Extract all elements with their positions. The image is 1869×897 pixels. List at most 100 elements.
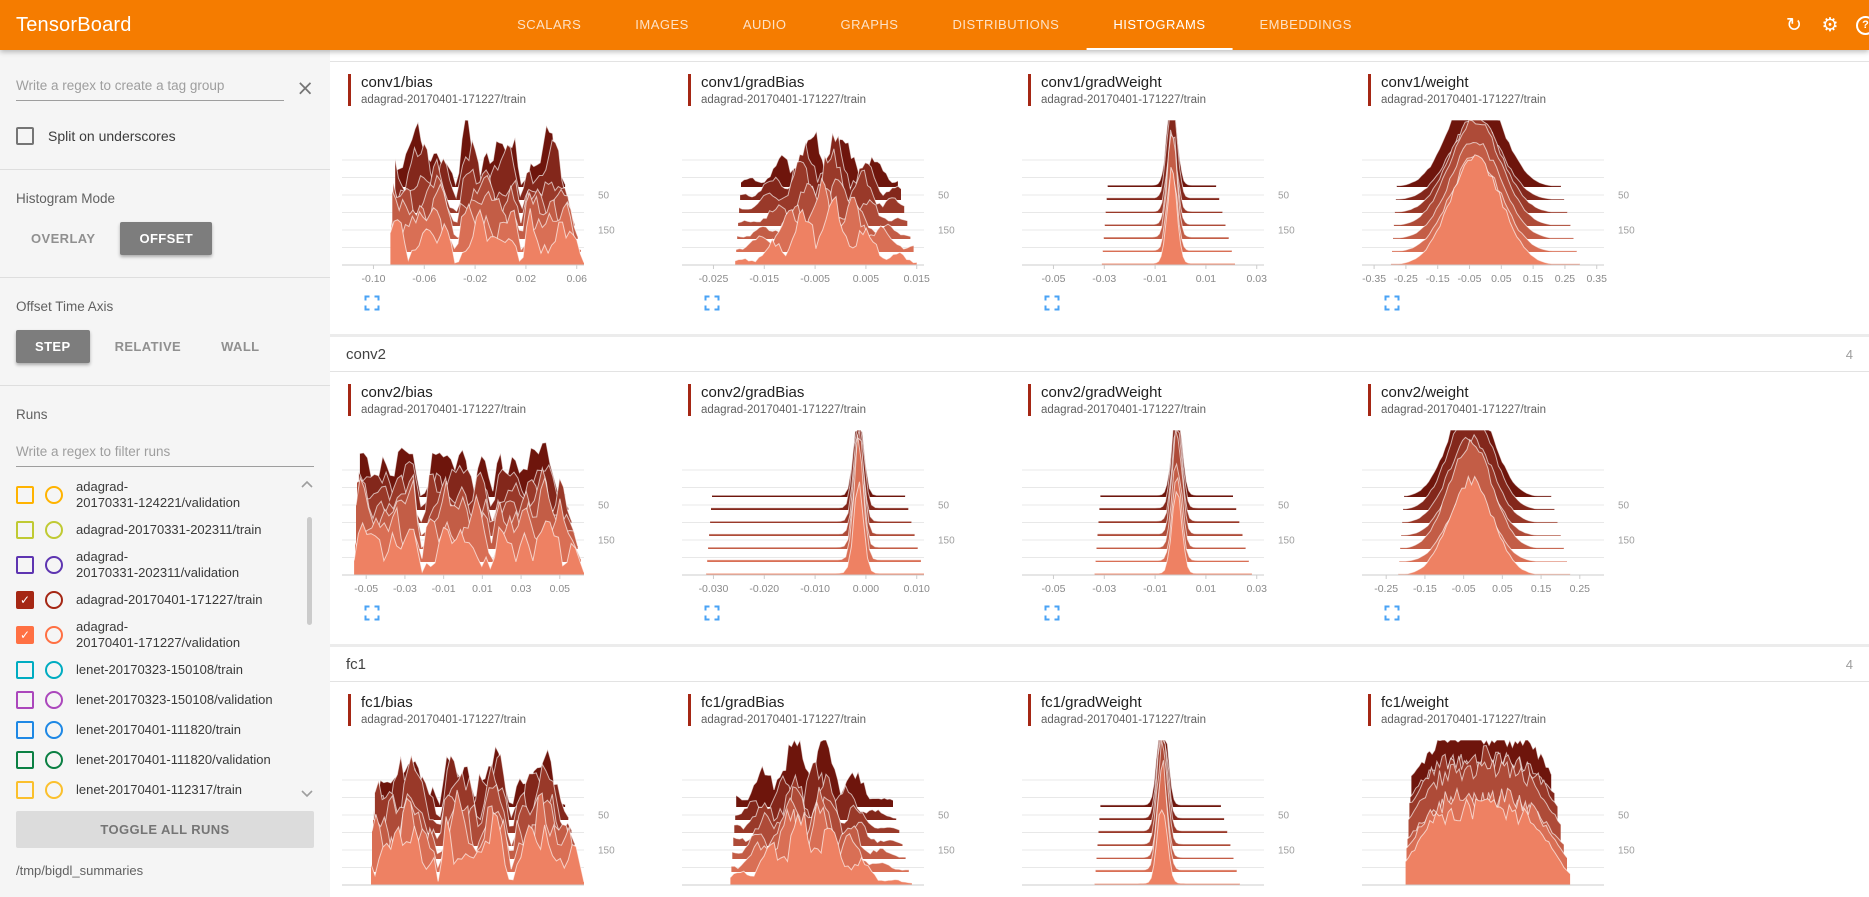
tab-embeddings[interactable]: EMBEDDINGS: [1259, 16, 1352, 32]
histogram-mode-overlay-button[interactable]: OVERLAY: [31, 231, 96, 246]
svg-text:-0.010: -0.010: [800, 583, 830, 595]
run-radio[interactable]: [45, 521, 63, 539]
svg-text:150: 150: [1618, 226, 1635, 237]
expand-icon[interactable]: [704, 605, 720, 621]
tab-graphs[interactable]: GRAPHS: [840, 16, 899, 32]
histogram-mode-offset-button[interactable]: OFFSET: [120, 222, 213, 255]
help-icon[interactable]: ?: [1856, 15, 1869, 35]
expand-icon[interactable]: [1044, 295, 1060, 311]
run-radio[interactable]: [45, 661, 63, 679]
card-tag-title: conv2/gradBias: [701, 384, 805, 401]
run-row[interactable]: lenet-20170323-150108/train: [16, 655, 292, 685]
scroll-up-icon[interactable]: [300, 479, 314, 489]
card-tag-title: conv2/gradWeight: [1041, 384, 1162, 401]
svg-text:-0.015: -0.015: [749, 273, 779, 285]
card-tag-title: conv2/weight: [1381, 384, 1469, 401]
run-radio[interactable]: [45, 626, 63, 644]
tag-regex-input[interactable]: [16, 72, 285, 101]
card-tag-title: conv1/gradBias: [701, 74, 805, 91]
runs-filter-input[interactable]: [16, 438, 314, 467]
histogram-card: conv2/bias adagrad-20170401-171227/train 1…: [340, 372, 674, 644]
histogram-card: conv2/gradWeight adagrad-20170401-171227/…: [1020, 372, 1354, 644]
run-row[interactable]: lenet-20170401-111820/validation: [16, 745, 292, 775]
card-run-subtitle: adagrad-20170401-171227/train: [1381, 714, 1546, 726]
scrollbar-thumb[interactable]: [307, 517, 312, 625]
svg-text:-0.03: -0.03: [393, 583, 417, 595]
offset-time-axis-buttons: STEP RELATIVE WALL: [16, 330, 314, 363]
histogram-chart: 150 50: [1022, 739, 1295, 886]
svg-text:-0.05: -0.05: [1452, 583, 1476, 595]
section-conv2: conv2 4 conv2/bias adagrad-20170401-171227/…: [330, 337, 1869, 644]
svg-text:150: 150: [598, 536, 615, 547]
split-underscores-checkbox[interactable]: [16, 127, 34, 145]
svg-text:0.01: 0.01: [1196, 273, 1217, 285]
run-checkbox[interactable]: [16, 661, 34, 679]
run-radio[interactable]: [45, 556, 63, 574]
run-checkbox[interactable]: ✓: [16, 626, 34, 644]
run-radio[interactable]: [45, 591, 63, 609]
expand-icon[interactable]: [704, 295, 720, 311]
run-radio[interactable]: [45, 781, 63, 799]
card-run-subtitle: adagrad-20170401-171227/train: [701, 714, 866, 726]
run-row[interactable]: ✓ adagrad-20170401-171227/train: [16, 585, 292, 615]
svg-text:-0.005: -0.005: [800, 273, 830, 285]
svg-text:50: 50: [598, 191, 610, 202]
card-run-subtitle: adagrad-20170401-171227/train: [1381, 404, 1546, 416]
run-checkbox[interactable]: [16, 486, 34, 504]
histogram-card: conv2/weight adagrad-20170401-171227/trai…: [1360, 372, 1694, 644]
run-row[interactable]: adagrad- 20170331-124221/validation: [16, 475, 292, 515]
run-row[interactable]: lenet-20170401-111820/train: [16, 715, 292, 745]
run-checkbox[interactable]: [16, 781, 34, 799]
run-checkbox[interactable]: [16, 521, 34, 539]
run-checkbox[interactable]: ✓: [16, 591, 34, 609]
offset-time-axis-label: Offset Time Axis: [16, 299, 114, 314]
run-row[interactable]: lenet-20170323-150108/validation: [16, 685, 292, 715]
settings-icon[interactable]: ⚙: [1821, 14, 1839, 36]
svg-text:-0.030: -0.030: [699, 583, 729, 595]
run-checkbox[interactable]: [16, 721, 34, 739]
run-row[interactable]: adagrad-20170331-202311/train: [16, 515, 292, 545]
card-header: conv1/weight adagrad-20170401-171227/trai…: [1368, 74, 1546, 106]
run-checkbox[interactable]: [16, 556, 34, 574]
run-checkbox[interactable]: [16, 751, 34, 769]
tab-histograms[interactable]: HISTOGRAMS: [1086, 0, 1233, 50]
offset-time-axis-relative-button[interactable]: RELATIVE: [114, 339, 182, 354]
svg-text:150: 150: [938, 846, 955, 857]
expand-icon[interactable]: [1384, 605, 1400, 621]
run-row[interactable]: adagrad- 20170331-202311/validation: [16, 545, 292, 585]
section-conv1: conv1/bias adagrad-20170401-171227/train 1…: [330, 50, 1869, 334]
tab-audio[interactable]: AUDIO: [742, 16, 787, 32]
offset-time-axis-wall-button[interactable]: WALL: [221, 339, 260, 354]
card-tag-title: fc1/gradBias: [701, 694, 785, 711]
svg-text:50: 50: [1278, 811, 1290, 822]
expand-icon[interactable]: [364, 295, 380, 311]
expand-icon[interactable]: [364, 605, 380, 621]
tab-scalars[interactable]: SCALARS: [517, 16, 582, 32]
scroll-down-icon[interactable]: [300, 789, 314, 799]
card-header: conv1/gradBias adagrad-20170401-171227/tr…: [688, 74, 866, 106]
histogram-chart: 150 50: [682, 738, 955, 886]
run-row[interactable]: ✓ adagrad- 20170401-171227/validation: [16, 615, 292, 655]
split-underscores-row[interactable]: Split on underscores: [16, 127, 314, 145]
tab-images[interactable]: IMAGES: [635, 16, 689, 32]
expand-icon[interactable]: [1044, 605, 1060, 621]
svg-text:50: 50: [938, 811, 950, 822]
clear-icon[interactable]: ×: [296, 76, 314, 100]
run-radio[interactable]: [45, 691, 63, 709]
tab-distributions[interactable]: DISTRIBUTIONS: [952, 16, 1060, 32]
section-fc1: fc1 4 fc1/bias adagrad-20170401-171227/trai…: [330, 647, 1869, 897]
offset-time-axis-step-button[interactable]: STEP: [16, 330, 90, 363]
svg-text:-0.01: -0.01: [1143, 583, 1167, 595]
run-radio[interactable]: [45, 751, 63, 769]
expand-icon[interactable]: [1384, 295, 1400, 311]
toggle-all-runs-button[interactable]: TOGGLE ALL RUNS: [16, 811, 314, 848]
run-radio[interactable]: [45, 721, 63, 739]
refresh-icon[interactable]: ↻: [1786, 14, 1802, 36]
run-checkbox[interactable]: [16, 691, 34, 709]
run-row[interactable]: lenet-20170401-112317/train: [16, 775, 292, 805]
svg-text:0.01: 0.01: [1196, 583, 1217, 595]
run-label: adagrad- 20170331-202311/validation: [76, 549, 240, 580]
card-header: fc1/bias adagrad-20170401-171227/train: [348, 694, 526, 726]
histogram-card: fc1/weight adagrad-20170401-171227/train 1…: [1360, 682, 1694, 897]
run-radio[interactable]: [45, 486, 63, 504]
